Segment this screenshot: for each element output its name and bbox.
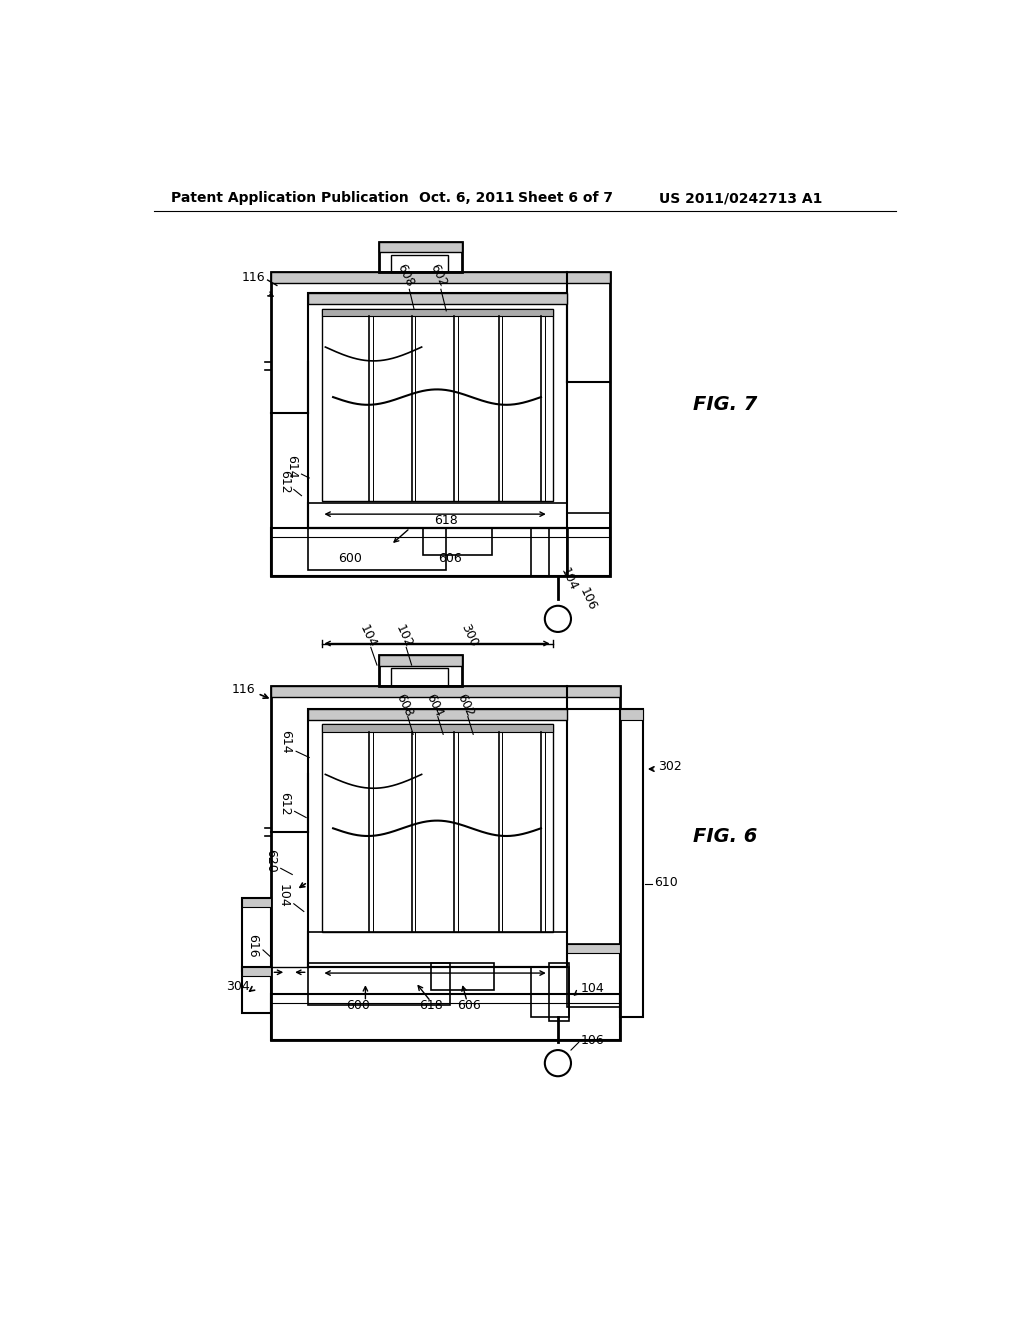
Text: FIG. 6: FIG. 6 [692,826,757,846]
Bar [271,272,609,576]
Text: 606: 606 [458,999,481,1012]
Text: 600: 600 [346,999,370,1012]
Text: 104: 104 [356,622,379,649]
Text: 618: 618 [419,999,442,1012]
Bar [620,709,643,1016]
Text: 116: 116 [242,271,265,284]
Bar [307,709,567,966]
Bar [322,309,553,317]
Text: 104: 104 [276,884,290,908]
Circle shape [545,1051,571,1076]
Text: 116: 116 [231,684,255,696]
Text: 608: 608 [393,692,415,718]
Bar [620,709,643,719]
Text: 104: 104 [581,982,605,995]
Text: 614: 614 [280,730,292,754]
Bar [243,898,271,907]
Text: 612: 612 [278,792,291,816]
Text: 618: 618 [434,513,458,527]
Text: 602: 602 [428,261,450,289]
Bar [307,503,567,528]
Text: 620: 620 [264,849,276,873]
Circle shape [545,606,571,632]
Text: 104: 104 [558,566,580,593]
Text: 606: 606 [438,552,462,565]
Text: Sheet 6 of 7: Sheet 6 of 7 [518,191,613,206]
Bar [391,668,447,686]
Bar [379,655,462,665]
Text: 600: 600 [338,552,361,565]
Text: US 2011/0242713 A1: US 2011/0242713 A1 [658,191,822,206]
Bar [322,309,553,502]
Bar [271,994,620,1040]
Bar [243,966,271,977]
Text: 302: 302 [658,760,682,774]
Bar [549,964,569,1020]
Text: 106: 106 [578,585,599,612]
Bar [567,944,620,1007]
Bar [307,528,446,570]
Bar [423,528,493,554]
Bar [307,293,567,304]
Bar [531,966,569,1016]
Bar [567,512,609,576]
Bar [431,964,494,990]
Text: 602: 602 [455,692,476,718]
Text: Patent Application Publication: Patent Application Publication [171,191,409,206]
Text: 300: 300 [459,622,480,649]
Text: 102: 102 [393,622,415,649]
Bar [243,898,271,970]
Bar [307,293,567,528]
Text: 614: 614 [286,454,298,478]
Bar [531,528,567,576]
Bar [243,966,271,1014]
Bar [271,272,609,284]
Bar [271,686,620,1040]
Bar [391,255,447,272]
Bar [322,725,553,932]
Bar [567,944,620,953]
Text: 610: 610 [654,875,678,888]
Text: 608: 608 [394,261,417,289]
Bar [379,242,462,252]
Text: 604: 604 [424,692,445,718]
Bar [379,242,462,272]
Text: FIG. 7: FIG. 7 [692,395,757,414]
Bar [307,964,451,1006]
Bar [271,528,609,576]
Text: 106: 106 [581,1034,605,1047]
Bar [379,655,462,686]
Text: 612: 612 [278,470,291,494]
Bar [271,686,620,697]
Bar [549,528,568,576]
Text: 304: 304 [226,979,250,993]
Text: 616: 616 [246,933,259,957]
Bar [307,932,567,966]
Bar [322,725,553,733]
Text: Oct. 6, 2011: Oct. 6, 2011 [419,191,515,206]
Bar [307,709,567,719]
